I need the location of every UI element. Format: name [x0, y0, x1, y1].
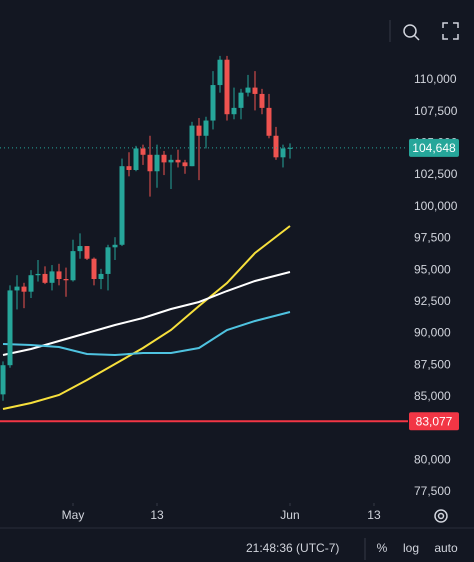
candle-body: [168, 159, 174, 163]
price-label: 104,648: [412, 141, 456, 155]
y-tick-label: 90,000: [414, 326, 451, 340]
candle-body: [196, 125, 202, 136]
y-tick-label: 102,500: [414, 167, 458, 181]
candle-body: [161, 154, 167, 163]
candle-body: [119, 166, 125, 245]
settings-icon[interactable]: [434, 509, 448, 523]
y-tick-label: 87,500: [414, 357, 451, 371]
candle-body: [287, 147, 293, 149]
candle-body: [182, 162, 188, 167]
price-label: 83,077: [416, 414, 453, 428]
moving-average-line: [2, 271, 291, 356]
candle-body: [266, 107, 272, 136]
candle-body: [189, 125, 195, 167]
clock: 21:48:36 (UTC-7): [246, 541, 339, 555]
fullscreen-icon[interactable]: [442, 22, 459, 40]
zoom-icon[interactable]: [403, 24, 420, 41]
price-label-box: [409, 138, 459, 157]
candle-body: [203, 120, 209, 136]
auto-button[interactable]: auto: [434, 541, 458, 555]
candle-body: [35, 273, 41, 276]
candle-body: [175, 159, 181, 163]
candle-body: [70, 251, 76, 281]
y-tick-label: 110,000: [414, 72, 457, 86]
x-tick-label: Jun: [280, 508, 299, 522]
candle-body: [42, 273, 48, 283]
candle-body: [77, 246, 83, 252]
percent-button[interactable]: %: [377, 541, 388, 555]
candle-body: [245, 87, 251, 93]
y-tick-label: 107,500: [414, 104, 458, 118]
candle-body: [259, 93, 265, 108]
candle-body: [252, 87, 258, 94]
candle-body: [140, 148, 146, 155]
candle-body: [231, 107, 237, 115]
candle-body: [21, 286, 27, 292]
candle-body: [63, 279, 69, 281]
candle-body: [238, 92, 244, 108]
candle-body: [105, 247, 111, 274]
candle-body: [7, 290, 13, 366]
y-tick-label: 97,500: [414, 231, 451, 245]
candle-body: [147, 154, 153, 172]
price-label-box: [409, 412, 459, 431]
candle-body: [28, 275, 34, 292]
x-tick-label: May: [62, 508, 85, 522]
candle-body: [56, 271, 62, 280]
x-tick-label: 13: [150, 508, 164, 522]
candle-body: [154, 154, 160, 172]
candle-body: [14, 286, 20, 291]
candle-body: [126, 166, 132, 170]
x-tick-label: 13: [367, 508, 381, 522]
candle-body: [0, 365, 6, 395]
y-tick-label: 100,000: [414, 199, 458, 213]
candle-body: [98, 273, 104, 280]
candle-body: [273, 135, 279, 158]
candle-body: [84, 246, 90, 259]
candle-body: [217, 59, 223, 86]
candle-body: [49, 271, 55, 283]
y-tick-label: 80,000: [414, 452, 451, 466]
candle-body: [280, 148, 286, 158]
candle-body: [210, 85, 216, 121]
y-tick-label: 85,000: [414, 389, 451, 403]
candle-body: [91, 258, 97, 280]
log-button[interactable]: log: [403, 541, 419, 555]
candle-body: [112, 244, 118, 248]
moving-average-line: [2, 311, 291, 357]
y-tick-label: 95,000: [414, 262, 451, 276]
y-tick-label: 77,500: [414, 484, 451, 498]
moving-average-line: [2, 225, 291, 410]
y-tick-label: 92,500: [414, 294, 451, 308]
candle-body: [224, 59, 230, 115]
candle-body: [133, 148, 139, 170]
